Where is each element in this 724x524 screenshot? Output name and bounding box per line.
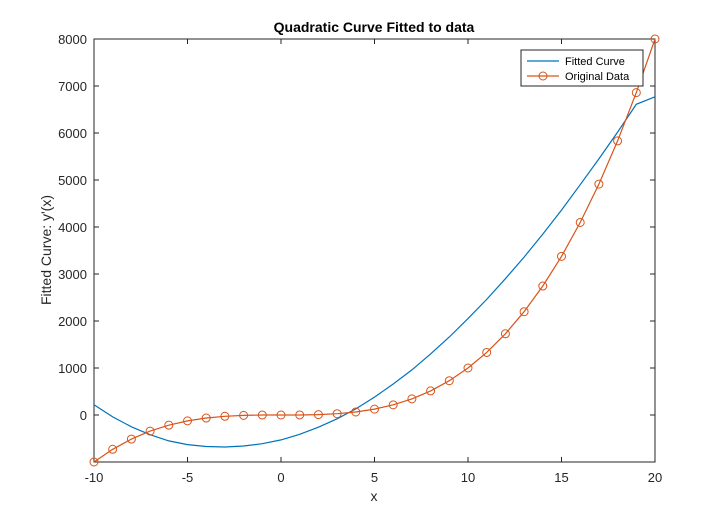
data-point xyxy=(538,281,548,291)
data-point xyxy=(201,413,211,423)
legend: Fitted Curve Original Data xyxy=(520,49,644,87)
data-point xyxy=(332,409,342,419)
legend-entry-label: Original Data xyxy=(565,71,630,83)
data-point xyxy=(89,457,99,467)
chart-title: Quadratic Curve Fitted to data xyxy=(274,19,475,35)
legend-entry-label: Fitted Curve xyxy=(565,56,625,68)
series-line-fitted-curve xyxy=(93,96,656,448)
data-point xyxy=(220,411,230,421)
series-line-original-data xyxy=(93,38,656,463)
data-point xyxy=(108,444,118,454)
y-axis: 0 1000 2000 3000 4000 5000 6000 7000 8000 xyxy=(58,32,655,423)
x-tick-label: 10 xyxy=(461,470,475,485)
data-point xyxy=(388,400,398,410)
data-point xyxy=(313,410,323,420)
data-point xyxy=(407,394,417,404)
plot-area xyxy=(93,38,656,463)
data-point xyxy=(370,404,379,414)
data-point xyxy=(650,34,660,44)
y-tick-label: 0 xyxy=(80,408,87,423)
y-tick-label: 1000 xyxy=(58,361,87,376)
y-tick-label: 8000 xyxy=(58,32,87,47)
data-point xyxy=(482,347,492,357)
x-tick-label: 0 xyxy=(277,470,284,485)
y-tick-label: 3000 xyxy=(58,267,87,282)
data-point xyxy=(164,420,174,430)
data-point xyxy=(276,410,286,420)
x-tick-label: -10 xyxy=(85,470,104,485)
legend-marker xyxy=(538,71,548,81)
y-tick-label: 7000 xyxy=(58,79,87,94)
data-point xyxy=(519,307,529,317)
data-point xyxy=(594,179,604,189)
x-tick-label: 5 xyxy=(371,470,378,485)
series-layer xyxy=(89,34,660,467)
data-point xyxy=(426,386,436,396)
x-tick-label: -5 xyxy=(182,470,194,485)
y-tick-label: 4000 xyxy=(58,220,87,235)
data-point xyxy=(239,410,249,420)
data-point xyxy=(557,251,566,261)
y-tick-label: 2000 xyxy=(58,314,87,329)
data-point xyxy=(444,376,454,386)
data-point xyxy=(463,363,473,373)
data-point xyxy=(295,410,305,420)
x-tick-label: 20 xyxy=(648,470,662,485)
x-axis-label: x xyxy=(371,488,378,504)
y-tick-label: 6000 xyxy=(58,126,87,141)
data-point xyxy=(257,410,267,420)
data-point xyxy=(145,426,155,436)
data-point xyxy=(351,407,361,417)
data-point xyxy=(183,416,192,426)
data-point xyxy=(126,434,136,444)
x-tick-label: 15 xyxy=(554,470,568,485)
data-point xyxy=(500,329,510,339)
data-point xyxy=(575,217,585,227)
data-point xyxy=(613,136,623,146)
y-axis-label: Fitted Curve: y'(x) xyxy=(38,195,54,305)
data-point xyxy=(631,88,641,98)
y-tick-label: 5000 xyxy=(58,173,87,188)
